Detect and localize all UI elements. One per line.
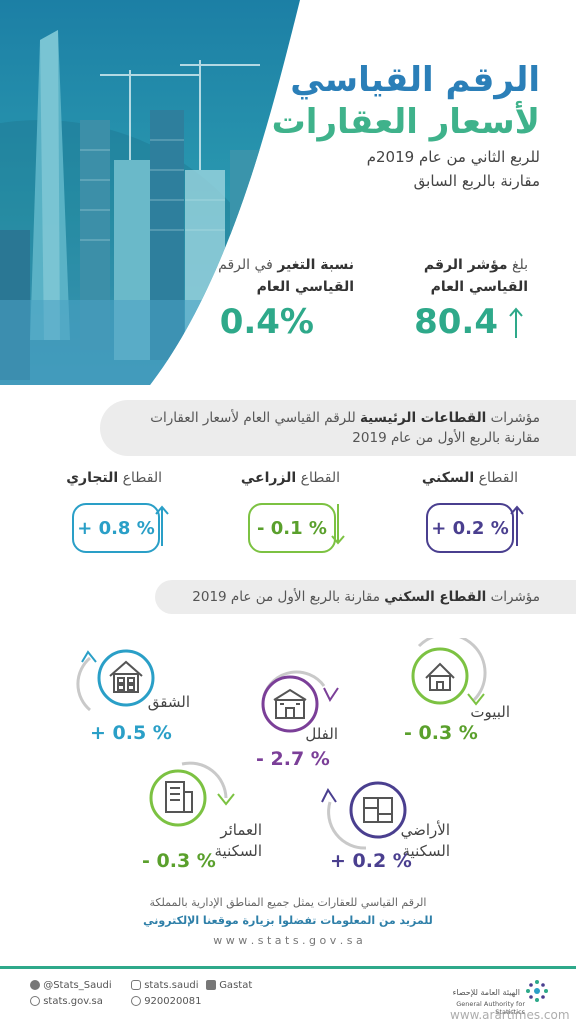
phone-number: 920020081: [144, 996, 202, 1007]
apartments-value: + 0.5 %: [90, 722, 172, 744]
sectors-banner-text: مؤشرات القطاعات الرئيسية للرقم القياسي ا…: [100, 408, 540, 448]
sector-agricultural-bold: الزراعي: [240, 470, 297, 486]
houses-indicator: [404, 632, 494, 722]
sectors-banner: [100, 400, 576, 456]
residential-banner-text: مؤشرات القطاع السكني مقارنة بالربع الأول…: [140, 587, 540, 607]
land-label-line2: السكنية: [402, 842, 451, 860]
buildings-value: - 0.3 %: [142, 850, 216, 872]
footnote-more-info: للمزيد من المعلومات تفضلوا بزيارة موقعنا…: [143, 914, 433, 927]
org-name-ar: الهيئة العامة للإحصاء: [452, 988, 520, 997]
instagram-handle: stats.saudi: [144, 980, 199, 991]
sector-residential-prefix: القطاع: [474, 470, 518, 486]
villas-label: الفلل: [305, 725, 338, 743]
land-label: الأراضي السكنية: [401, 820, 450, 862]
footnote-coverage: الرقم القياسي للعقارات يمثل جميع المناطق…: [149, 896, 427, 909]
residential-banner-suffix: مقارنة بالربع الأول من عام 2019: [192, 589, 385, 605]
sector-commercial-prefix: القطاع: [118, 470, 162, 486]
instagram-icon: [131, 980, 141, 990]
page-title-line1: الرقم القياسي: [290, 60, 540, 100]
sector-residential-bold: السكني: [421, 470, 475, 486]
index-label-bold2: القياسي العام: [430, 279, 528, 295]
linkedin-link[interactable]: Gastat: [206, 980, 252, 991]
twitter-link[interactable]: @Stats_Saudi: [30, 980, 112, 991]
sector-residential-label: القطاع السكني: [388, 470, 518, 486]
land-indicator: [316, 772, 416, 856]
subtitle-line1: للربع الثاني من عام 2019م: [366, 148, 540, 166]
sectors-banner-prefix: مؤشرات: [486, 410, 540, 426]
houses-label: البيوت: [470, 703, 510, 721]
sector-commercial-label: القطاع التجاري: [32, 470, 162, 486]
sector-agricultural-label: القطاع الزراعي: [210, 470, 340, 486]
sector-agricultural-value: - 0.1 %: [248, 503, 336, 553]
buildings-label: العمائر السكنية: [215, 820, 263, 862]
buildings-indicator: [142, 758, 242, 842]
land-plan-icon: [363, 797, 393, 823]
phone-link[interactable]: 920020081: [131, 996, 201, 1007]
buildings-label-line2: السكنية: [214, 842, 263, 860]
linkedin-icon: [206, 980, 216, 990]
change-kpi-label: نسبة التغير في الرقم القياسي العام: [204, 254, 354, 298]
website-link[interactable]: w w w . s t a t s . g o v . s a: [213, 934, 363, 947]
website-footer-text: stats.gov.sa: [43, 996, 103, 1007]
gastat-logo-icon: [524, 978, 550, 1008]
land-value: + 0.2 %: [330, 850, 412, 872]
residential-banner-bold: القطاع السكني: [384, 589, 487, 605]
index-label-bold1: مؤشر الرقم: [423, 257, 508, 273]
apartment-icon: [109, 660, 143, 693]
arrow-up-icon: [508, 306, 524, 344]
change-label-bold1: نسبة التغير: [277, 257, 354, 273]
residential-banner-prefix: مؤشرات: [486, 589, 540, 605]
phone-icon: [131, 996, 141, 1006]
index-kpi-label: بلغ مؤشر الرقم القياسي العام: [378, 254, 528, 298]
sectors-banner-bold: القطاعات الرئيسية: [359, 410, 487, 426]
apartments-label: الشقق: [147, 693, 190, 711]
watermark: www.arartimes.com: [450, 1008, 570, 1022]
org-name-en: General Authority for Statistics: [456, 1000, 525, 1016]
sector-agricultural-prefix: القطاع: [296, 470, 340, 486]
change-kpi-value: 0.4%: [219, 302, 314, 342]
residential-banner: [155, 580, 576, 614]
sectors-banner-suffix: للرقم القياسي العام لأسعار العقارات: [150, 410, 360, 426]
land-label-line1: الأراضي: [400, 821, 450, 839]
linkedin-handle: Gastat: [219, 980, 253, 991]
globe-icon: [30, 996, 40, 1006]
hero-skyline-illustration: [0, 0, 300, 385]
instagram-link[interactable]: stats.saudi: [131, 980, 199, 991]
footer-divider: [0, 966, 576, 969]
sector-residential-value: + 0.2 %: [426, 503, 514, 553]
twitter-handle: @Stats_Saudi: [43, 980, 112, 991]
sector-commercial-value: + 0.8 %: [72, 503, 160, 553]
subtitle-line2: مقارنة بالربع السابق: [413, 172, 540, 190]
twitter-icon: [30, 980, 40, 990]
apartments-indicator: [76, 640, 166, 724]
index-label-prefix: بلغ: [512, 257, 528, 273]
building-icon: [165, 781, 193, 813]
villas-indicator: [254, 666, 344, 750]
villa-icon: [273, 688, 307, 719]
houses-value: - 0.3 %: [404, 722, 478, 744]
sector-commercial-bold: التجاري: [66, 470, 119, 486]
sectors-banner-line2: مقارنة بالربع الأول من عام 2019: [352, 430, 540, 446]
website-footer-link[interactable]: stats.gov.sa: [30, 996, 103, 1007]
change-label-rest1: في الرقم: [218, 257, 278, 273]
change-label-line2: القياسي العام: [256, 279, 354, 295]
house-icon: [425, 662, 455, 691]
index-kpi-value: 80.4: [414, 302, 498, 342]
page-title-line2: لأسعار العقارات: [271, 102, 540, 142]
villas-value: - 2.7 %: [256, 748, 330, 770]
buildings-label-line1: العمائر: [220, 821, 262, 839]
